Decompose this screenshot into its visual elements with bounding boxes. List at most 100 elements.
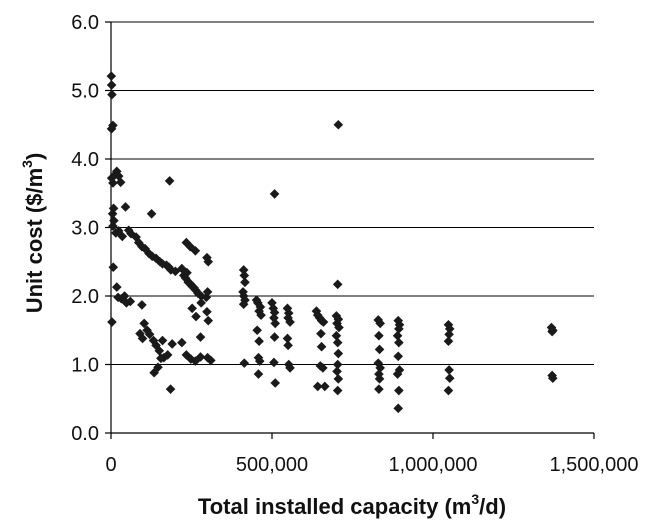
data-point-0-59 — [156, 353, 166, 364]
data-point-0-175 — [444, 373, 455, 383]
y-tick-label-3: 3.0 — [71, 218, 99, 240]
data-point-0-60 — [165, 384, 176, 394]
data-point-0-20 — [126, 228, 136, 239]
data-point-0-65 — [195, 352, 206, 362]
data-point-0-64 — [190, 356, 201, 366]
y-tick-label-2: 2.0 — [71, 286, 99, 308]
data-point-0-147 — [332, 359, 343, 370]
data-point-0-81 — [190, 245, 201, 256]
y-axis-title-superscript: 3 — [19, 160, 35, 168]
data-point-0-56 — [167, 339, 177, 349]
y-tick-label-5: 5.0 — [71, 81, 99, 103]
data-point-0-94 — [240, 277, 250, 288]
data-point-0-122 — [285, 317, 295, 327]
data-point-0-181 — [547, 373, 558, 383]
data-point-0-169 — [393, 403, 404, 414]
data-point-0-63 — [186, 354, 196, 364]
y-tick-label-6: 6.0 — [71, 12, 99, 34]
data-point-0-156 — [375, 363, 385, 373]
data-point-0-69 — [182, 267, 192, 278]
data-point-0-167 — [392, 369, 403, 379]
data-point-0-1 — [106, 80, 117, 90]
data-point-0-146 — [333, 348, 344, 359]
data-point-0-115 — [269, 332, 280, 342]
data-point-0-114 — [270, 318, 281, 329]
x-axis-title-tail: /d) — [479, 494, 506, 519]
x-tick-label-2: 1,000,000 — [389, 454, 478, 476]
data-point-0-41 — [170, 266, 181, 277]
data-point-0-46 — [142, 325, 152, 336]
data-point-0-58 — [153, 362, 163, 373]
data-point-0-48 — [135, 328, 145, 339]
data-point-0-109 — [253, 369, 264, 379]
data-point-0-168 — [394, 385, 404, 396]
data-point-0-136 — [312, 381, 323, 392]
data-point-0-18 — [120, 202, 131, 212]
data-point-0-143 — [334, 322, 344, 333]
y-axis-title-main: Unit cost ($/m — [22, 168, 47, 313]
data-point-0-32 — [140, 243, 150, 254]
data-point-0-149 — [333, 374, 344, 384]
x-tick-label-0: 0 — [105, 454, 116, 476]
data-point-0-86 — [196, 298, 206, 308]
data-point-0-45 — [139, 318, 149, 329]
data-point-0-179 — [547, 326, 557, 337]
data-point-0-124 — [283, 340, 293, 351]
data-point-0-17 — [117, 231, 128, 242]
data-point-0-102 — [255, 302, 266, 312]
data-point-0-93 — [239, 270, 250, 281]
data-point-0-150 — [332, 385, 343, 396]
data-point-0-104 — [256, 310, 266, 320]
data-point-0-13 — [109, 215, 119, 226]
x-tick-label-3: 1,500,000 — [550, 454, 639, 476]
data-point-0-135 — [318, 363, 328, 373]
y-axis-title-tail: ) — [22, 153, 47, 160]
data-point-0-2 — [107, 89, 117, 100]
data-point-0-157 — [374, 369, 384, 379]
data-point-0-53 — [157, 335, 168, 346]
data-point-0-30 — [133, 237, 144, 248]
data-point-0-98 — [238, 299, 249, 310]
data-point-0-37 — [157, 259, 168, 269]
data-point-0-15 — [111, 228, 121, 238]
data-point-0-118 — [269, 189, 280, 199]
data-point-0-87 — [202, 306, 212, 317]
data-point-0-106 — [254, 336, 264, 347]
data-point-0-51 — [151, 340, 161, 351]
data-point-0-68 — [180, 273, 191, 283]
data-point-0-35 — [151, 253, 161, 264]
data-point-0-34 — [147, 251, 158, 262]
data-point-0-176 — [443, 385, 454, 396]
data-point-0-61 — [177, 337, 187, 348]
x-tick-labels: 0 500,000 1,000,000 1,500,000 — [105, 454, 638, 476]
data-point-0-154 — [374, 344, 385, 355]
data-point-0-0 — [106, 71, 117, 81]
data-point-0-10 — [115, 177, 126, 188]
data-point-0-173 — [443, 336, 454, 347]
data-point-0-142 — [332, 318, 342, 329]
data-point-0-138 — [333, 119, 344, 130]
data-point-0-148 — [332, 366, 342, 377]
data-point-0-117 — [270, 378, 281, 388]
data-point-0-49 — [137, 333, 148, 344]
data-point-0-103 — [254, 306, 264, 316]
data-point-0-123 — [282, 333, 293, 344]
data-point-0-162 — [394, 324, 404, 334]
data-point-0-25 — [119, 291, 130, 301]
data-point-0-89 — [195, 332, 206, 342]
axes — [105, 21, 595, 439]
data-point-0-16 — [113, 226, 124, 236]
data-point-0-144 — [331, 330, 342, 341]
data-point-0-171 — [444, 324, 455, 334]
data-point-0-170 — [443, 319, 454, 330]
data-point-0-12 — [107, 209, 118, 219]
data-point-0-145 — [332, 337, 343, 348]
data-point-0-83 — [203, 256, 214, 267]
data-point-0-132 — [316, 328, 326, 339]
data-point-0-82 — [202, 252, 212, 263]
data-point-0-88 — [203, 315, 214, 326]
data-point-0-43 — [164, 176, 175, 186]
data-point-0-159 — [374, 384, 384, 394]
data-point-0-22 — [111, 282, 122, 292]
data-point-0-165 — [393, 351, 404, 362]
